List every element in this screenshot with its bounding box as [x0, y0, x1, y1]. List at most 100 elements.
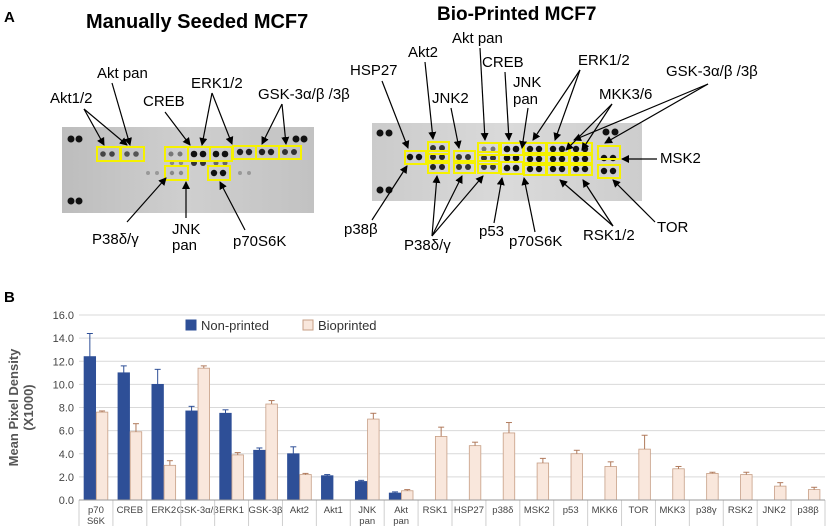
label-hsp27-right: HSP27 — [350, 62, 398, 79]
x-tick-label: MKK3 — [659, 505, 685, 516]
x-tick-label: p70 S6K — [87, 505, 106, 527]
left-blot-reference-spots — [67, 135, 308, 205]
bar-bioprinted — [536, 462, 550, 501]
bar-bioprinted — [706, 473, 719, 501]
legend-label-bioprinted: Bioprinted — [318, 318, 377, 333]
x-tick-label: p38β — [797, 505, 819, 516]
x-tick-label: RSK1 — [423, 505, 448, 516]
bar-bioprinted — [638, 448, 651, 501]
left-blot-title: Manually Seeded MCF7 — [86, 11, 308, 33]
bar-chart: 0.0 2.0 4.0 6.0 8.0 10.0 12.0 14.0 16.0 Mean Pixe… — [6, 310, 826, 527]
label-aktpan-right: Akt pan — [452, 30, 503, 47]
bar-nonprinted — [321, 475, 334, 501]
label-jnkpan-left-1: JNK — [172, 221, 200, 238]
x-tick-label: TOR — [629, 505, 649, 516]
bar-bioprinted — [468, 445, 482, 501]
label-erk12-left: ERK1/2 — [191, 75, 243, 92]
x-tick-label: p38γ — [696, 505, 717, 516]
x-tick-label: p38δ — [492, 505, 513, 516]
x-tick-label: JNK2 — [763, 505, 786, 516]
y-tick-label: 12.0 — [53, 356, 74, 368]
y-tick-label: 6.0 — [59, 426, 74, 438]
y-tick-label: 10.0 — [53, 379, 74, 391]
label-tor-right: TOR — [657, 219, 689, 236]
bar-bioprinted — [265, 403, 278, 501]
bar-bioprinted — [231, 454, 244, 501]
y-tick-label: 14.0 — [53, 333, 74, 345]
left-blot-arrows — [83, 82, 290, 231]
y-tick-label: 16.0 — [53, 310, 74, 322]
x-tick-label: RSK2 — [728, 505, 753, 516]
x-tick-label: Akt1 — [324, 505, 343, 516]
x-tick-label: Akt pan — [393, 505, 409, 527]
bar-bioprinted — [604, 466, 617, 501]
bar-bioprinted — [570, 453, 583, 501]
x-tick-label: ERK1 — [219, 505, 244, 516]
label-p70s6k-left: p70S6K — [233, 233, 286, 250]
panel-a-label: A — [4, 9, 15, 26]
x-tick-label: GSK-3β — [249, 505, 284, 516]
x-tick-label: MKK6 — [592, 505, 618, 516]
x-tick-label: CREB — [117, 505, 143, 516]
label-jnkpan-left-2: pan — [172, 237, 197, 254]
label-jnkpan-right-2: pan — [513, 91, 538, 108]
bar-nonprinted — [287, 453, 300, 501]
label-jnkpan-right-1: JNK — [513, 74, 541, 91]
y-axis-label: Mean Pixel Density(X1000) — [6, 348, 36, 467]
y-tick-label: 8.0 — [59, 403, 74, 415]
label-jnk2-right: JNK2 — [432, 90, 469, 107]
label-p70s6k-right: p70S6K — [509, 233, 562, 250]
label-gsk-right: GSK-3α/β /3β — [666, 63, 758, 80]
label-p38dg-right: P38δ/γ — [404, 237, 451, 254]
bar-bioprinted — [434, 436, 448, 501]
y-tick-label: 0.0 — [59, 495, 74, 507]
label-erk12-right: ERK1/2 — [578, 52, 630, 69]
bar-nonprinted — [151, 383, 164, 501]
x-tick-label: MSK2 — [524, 505, 550, 516]
bar-bioprinted — [95, 411, 109, 501]
bar-nonprinted — [117, 372, 130, 501]
label-creb-right: CREB — [482, 54, 524, 71]
bar-bioprinted — [774, 485, 787, 501]
bar-bioprinted — [502, 432, 516, 501]
label-p53-right: p53 — [479, 223, 504, 240]
bar-bioprinted — [299, 474, 312, 501]
x-tick-label: Akt2 — [290, 505, 309, 516]
bar-bioprinted — [807, 489, 821, 501]
x-tick-label: HSP27 — [454, 505, 484, 516]
bar-bioprinted — [367, 418, 380, 501]
y-tick-label: 2.0 — [59, 472, 74, 484]
bar-nonprinted — [388, 492, 402, 501]
legend-label-nonprinted: Non-printed — [201, 318, 269, 333]
bar-bioprinted — [129, 431, 143, 501]
label-gsk-left: GSK-3α/β /3β — [258, 86, 350, 103]
label-mkk36-right: MKK3/6 — [599, 86, 652, 103]
legend-swatch-bioprinted — [302, 319, 314, 331]
y-tick-label: 4.0 — [59, 449, 74, 461]
bar-bioprinted — [401, 490, 414, 501]
bar-nonprinted — [354, 481, 368, 501]
right-blot-arrows — [371, 47, 709, 237]
bar-nonprinted — [83, 356, 97, 501]
label-akt2-right: Akt2 — [408, 44, 438, 61]
label-msk2-right: MSK2 — [660, 150, 701, 167]
x-tick-label: ERK2 — [151, 505, 176, 516]
left-blot-labels: Akt1/2 Akt pan CREB ERK1/2 GSK-3α/β /3β … — [50, 65, 350, 254]
label-p38b-right: p38β — [344, 221, 378, 238]
bar-nonprinted — [219, 412, 232, 501]
x-tick-label: JNK pan — [358, 505, 377, 527]
bar-bioprinted — [197, 367, 210, 501]
left-blot-highlights — [96, 145, 302, 181]
bar-bioprinted — [163, 464, 177, 501]
bar-bioprinted — [672, 468, 685, 501]
right-blot-labels: HSP27 Akt2 Akt pan CREB JNK2 JNK pan ERK… — [344, 30, 758, 254]
bar-bioprinted — [740, 474, 753, 501]
bar-nonprinted — [253, 449, 266, 501]
label-creb-left: CREB — [143, 93, 185, 110]
legend-swatch-nonprinted — [185, 319, 197, 331]
bar-nonprinted — [185, 410, 198, 501]
x-tick-label: GSK-3α/β — [177, 505, 220, 516]
x-tick-label: p53 — [563, 505, 579, 516]
panel-b-label: B — [4, 289, 15, 306]
